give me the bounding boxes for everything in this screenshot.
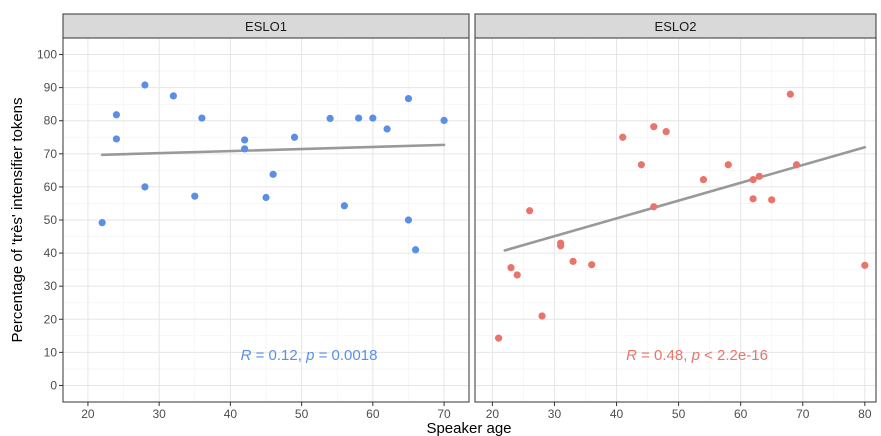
x-tick-label: 20 [486, 407, 500, 421]
x-tick-label: 70 [437, 407, 451, 421]
strip-title-eslo1: ESLO1 [245, 19, 287, 34]
data-point-eslo1 [262, 193, 270, 202]
data-point-eslo1 [340, 202, 348, 210]
data-point-eslo2 [507, 264, 515, 272]
x-tick-label: 40 [610, 407, 624, 421]
points-eslo1 [98, 81, 448, 254]
x-tick-label: 50 [672, 407, 686, 421]
data-point-eslo2 [650, 203, 658, 211]
x-tick-label: 80 [858, 407, 872, 421]
data-point-eslo1 [241, 136, 249, 144]
data-point-eslo2 [588, 261, 596, 269]
x-tick-label: 30 [152, 407, 166, 421]
data-point-eslo2 [724, 161, 732, 169]
data-point-eslo2 [699, 176, 708, 184]
data-point-eslo2 [755, 172, 763, 180]
data-point-eslo2 [637, 161, 645, 169]
data-point-eslo1 [404, 216, 413, 224]
x-tick-label: 70 [796, 407, 810, 421]
x-axis-eslo2: 20 30 40 50 60 70 80 [486, 402, 872, 421]
regression-line-eslo1 [100, 143, 446, 157]
y-tick-label: 60 [44, 180, 58, 194]
grid-eslo2 [475, 38, 876, 402]
data-point-eslo2 [662, 128, 670, 136]
data-point-eslo1 [383, 125, 391, 133]
y-tick-label: 70 [44, 147, 58, 161]
data-point-eslo2 [861, 261, 869, 269]
data-point-eslo1 [112, 111, 121, 119]
y-tick-label: 50 [44, 213, 58, 227]
x-tick-label: 60 [734, 407, 748, 421]
data-point-eslo2 [569, 257, 577, 265]
panel-border-eslo2 [474, 37, 877, 403]
data-point-eslo1 [290, 133, 299, 141]
data-point-eslo2 [619, 133, 627, 141]
y-tick-label: 40 [44, 246, 58, 260]
data-point-eslo1 [198, 114, 206, 122]
data-point-eslo2 [786, 90, 794, 98]
data-point-eslo1 [169, 92, 178, 100]
x-tick-label: 20 [81, 407, 95, 421]
y-tick-label: 80 [44, 114, 58, 128]
data-point-eslo2 [749, 176, 757, 184]
y-tick-label: 30 [44, 279, 58, 293]
data-point-eslo1 [191, 192, 199, 200]
data-point-eslo2 [749, 195, 757, 203]
x-tick-label: 30 [548, 407, 562, 421]
data-point-eslo2 [513, 271, 521, 279]
data-point-eslo1 [411, 246, 420, 254]
data-point-eslo2 [526, 207, 534, 215]
data-point-eslo1 [440, 116, 448, 124]
y-axis: 0 10 20 30 40 50 60 70 80 90 100 [37, 48, 63, 392]
panel-eslo1: ESLO1 R = 0.12, p = 0.0018 20 30 40 50 60 70 [62, 13, 470, 421]
y-tick-label: 100 [37, 48, 57, 62]
data-point-eslo1 [354, 114, 363, 122]
strip-title-eslo2: ESLO2 [655, 19, 697, 34]
data-point-eslo1 [369, 114, 377, 122]
x-axis-eslo1: 20 30 40 50 60 70 [81, 402, 451, 421]
data-point-eslo1 [404, 94, 413, 103]
correlation-annotation-eslo1: R = 0.12, p = 0.0018 [241, 347, 378, 364]
x-tick-label: 40 [224, 407, 238, 421]
data-point-eslo1 [269, 170, 277, 178]
panel-eslo2: ESLO2 R = 0.48, p < 2.2e-16 20 30 40 50 60 70… [474, 13, 877, 421]
strip-eslo2 [474, 13, 877, 39]
strip-eslo1 [62, 13, 470, 39]
data-point-eslo1 [98, 219, 106, 227]
x-tick-label: 50 [295, 407, 309, 421]
data-point-eslo1 [141, 81, 149, 89]
y-axis-title: Percentage of 'très' intensifier tokens [9, 97, 26, 342]
data-point-eslo2 [538, 312, 546, 320]
data-point-eslo2 [768, 196, 776, 204]
points-eslo2 [494, 90, 869, 342]
x-tick-label: 60 [366, 407, 380, 421]
y-tick-label: 90 [44, 81, 58, 95]
data-point-eslo1 [112, 135, 121, 143]
data-point-eslo1 [241, 145, 249, 153]
y-tick-label: 20 [44, 312, 58, 326]
data-point-eslo2 [650, 123, 658, 131]
grid-eslo1 [63, 38, 469, 402]
data-point-eslo2 [557, 242, 565, 250]
y-tick-label: 0 [50, 378, 57, 392]
data-point-eslo2 [494, 334, 503, 342]
correlation-annotation-eslo2: R = 0.48, p < 2.2e-16 [626, 347, 768, 364]
x-axis-title: Speaker age [426, 420, 511, 436]
data-point-eslo2 [792, 161, 801, 169]
data-point-eslo1 [141, 183, 149, 191]
regression-line-eslo2 [503, 145, 867, 252]
y-tick-label: 10 [44, 345, 58, 359]
data-point-eslo1 [326, 114, 334, 123]
